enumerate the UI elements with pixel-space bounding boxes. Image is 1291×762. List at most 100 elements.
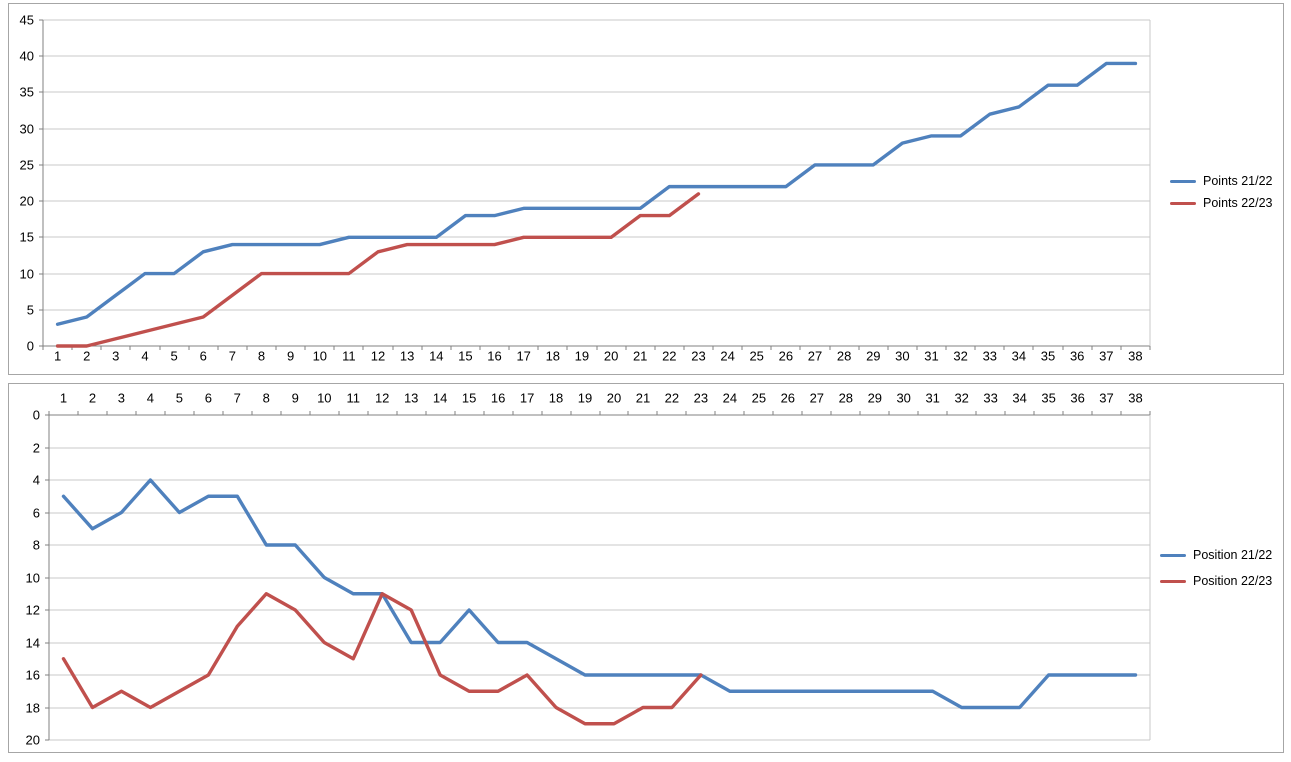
x-axis-label: 23 bbox=[694, 391, 708, 406]
series-line-points-21-22[interactable] bbox=[55, 61, 1138, 326]
series-line-position-22-23[interactable] bbox=[61, 592, 703, 726]
x-axis-label: 13 bbox=[400, 349, 414, 364]
x-axis-label: 27 bbox=[810, 391, 824, 406]
legend-swatch-line bbox=[1170, 201, 1196, 205]
y-axis-label: 2 bbox=[33, 441, 40, 456]
x-axis-label: 1 bbox=[54, 349, 61, 364]
x-axis-label: 10 bbox=[313, 349, 327, 364]
position-chart-panel[interactable]: 0 2 4 6 8 10 12 14 16 18 20 1 2 3 4 5 6 7 8 9 10 11 12 13 14 15 16… bbox=[8, 383, 1284, 753]
x-axis-label: 14 bbox=[433, 391, 447, 406]
y-axis-label: 6 bbox=[33, 506, 40, 521]
x-axis-label: 11 bbox=[346, 391, 360, 406]
y-axis-label: 14 bbox=[26, 636, 40, 651]
x-axis-label: 29 bbox=[868, 391, 882, 406]
y-axis-label: 5 bbox=[27, 303, 34, 318]
x-axis-label: 2 bbox=[83, 349, 90, 364]
y-axis-label: 4 bbox=[33, 473, 40, 488]
legend-label: Position 22/23 bbox=[1193, 574, 1273, 588]
x-axis-label: 34 bbox=[1012, 349, 1026, 364]
x-axis-label: 25 bbox=[752, 391, 766, 406]
legend-swatch-line bbox=[1160, 579, 1186, 583]
x-axis-label: 33 bbox=[983, 391, 997, 406]
x-axis-label: 7 bbox=[229, 349, 236, 364]
x-axis-label: 3 bbox=[112, 349, 119, 364]
x-axis-label: 13 bbox=[404, 391, 418, 406]
x-axis-label: 1 bbox=[60, 391, 67, 406]
x-axis-label: 37 bbox=[1099, 391, 1113, 406]
x-axis-label: 7 bbox=[234, 391, 241, 406]
points-chart-legend: Points 21/22 Points 22/23 bbox=[1170, 174, 1273, 218]
x-axis-label: 38 bbox=[1128, 349, 1142, 364]
legend-item-position-22-23[interactable]: Position 22/23 bbox=[1160, 574, 1272, 588]
y-axis-label: 18 bbox=[26, 701, 40, 716]
legend-label: Points 21/22 bbox=[1203, 174, 1273, 188]
x-axis-label: 21 bbox=[633, 349, 647, 364]
x-axis-label: 17 bbox=[520, 391, 534, 406]
x-axis-label: 31 bbox=[924, 349, 938, 364]
x-axis-label: 35 bbox=[1041, 349, 1055, 364]
x-axis-label: 36 bbox=[1070, 349, 1084, 364]
x-axis-label: 28 bbox=[839, 391, 853, 406]
x-axis-label: 16 bbox=[491, 391, 505, 406]
x-axis-label: 24 bbox=[723, 391, 737, 406]
x-axis-label: 22 bbox=[662, 349, 676, 364]
x-axis-label: 8 bbox=[258, 349, 265, 364]
x-axis-label: 19 bbox=[575, 349, 589, 364]
x-axis-label: 15 bbox=[462, 391, 476, 406]
x-axis-label: 25 bbox=[749, 349, 763, 364]
x-axis-label: 12 bbox=[375, 391, 389, 406]
x-axis-label: 36 bbox=[1070, 391, 1084, 406]
y-axis-label: 25 bbox=[20, 158, 34, 173]
y-axis-label: 45 bbox=[20, 13, 34, 28]
x-axis-label: 20 bbox=[604, 349, 618, 364]
x-axis-label: 29 bbox=[866, 349, 880, 364]
series-line-position-21-22[interactable] bbox=[61, 478, 1138, 710]
y-axis-label: 35 bbox=[20, 85, 34, 100]
x-axis-label: 24 bbox=[720, 349, 734, 364]
x-axis-label: 18 bbox=[546, 349, 560, 364]
legend-item-points-22-23[interactable]: Points 22/23 bbox=[1170, 196, 1273, 210]
x-axis-label: 26 bbox=[779, 349, 793, 364]
x-axis-label: 21 bbox=[636, 391, 650, 406]
y-axis-label: 12 bbox=[26, 603, 40, 618]
x-axis-label: 35 bbox=[1041, 391, 1055, 406]
y-axis-label: 10 bbox=[26, 571, 40, 586]
x-axis-label: 12 bbox=[371, 349, 385, 364]
x-axis-label: 28 bbox=[837, 349, 851, 364]
x-axis-label: 14 bbox=[429, 349, 443, 364]
legend-item-points-21-22[interactable]: Points 21/22 bbox=[1170, 174, 1273, 188]
series-line-points-22-23[interactable] bbox=[55, 192, 701, 348]
x-axis-label: 9 bbox=[287, 349, 294, 364]
x-axis-label: 15 bbox=[458, 349, 472, 364]
y-axis-label: 20 bbox=[20, 194, 34, 209]
x-axis-label: 6 bbox=[200, 349, 207, 364]
y-axis-label: 0 bbox=[33, 408, 40, 423]
y-axis-label: 8 bbox=[33, 538, 40, 553]
x-axis-label: 5 bbox=[170, 349, 177, 364]
x-axis-label: 17 bbox=[516, 349, 530, 364]
x-axis-label: 31 bbox=[925, 391, 939, 406]
x-axis-label: 22 bbox=[665, 391, 679, 406]
y-axis-label: 16 bbox=[26, 668, 40, 683]
x-axis-label: 30 bbox=[896, 391, 910, 406]
x-axis-label: 23 bbox=[691, 349, 705, 364]
x-axis-label: 38 bbox=[1128, 391, 1142, 406]
position-chart-legend: Position 21/22 Position 22/23 bbox=[1160, 548, 1272, 600]
x-axis-label: 33 bbox=[983, 349, 997, 364]
x-axis-label: 27 bbox=[808, 349, 822, 364]
points-chart-panel[interactable]: 0 5 10 15 20 25 30 35 40 45 1 2 3 4 5 6 7 8 9 10 11 12 13 14 15 1… bbox=[8, 3, 1284, 375]
y-axis-label: 10 bbox=[20, 267, 34, 282]
legend-item-position-21-22[interactable]: Position 21/22 bbox=[1160, 548, 1272, 562]
y-axis-label: 30 bbox=[20, 122, 34, 137]
x-axis-label: 9 bbox=[292, 391, 299, 406]
x-axis-label: 11 bbox=[342, 349, 356, 364]
y-axis-label: 15 bbox=[20, 230, 34, 245]
x-axis-label: 30 bbox=[895, 349, 909, 364]
x-axis-label: 26 bbox=[781, 391, 795, 406]
x-axis-label: 37 bbox=[1099, 349, 1113, 364]
legend-swatch-line bbox=[1160, 553, 1186, 557]
x-axis-label: 6 bbox=[205, 391, 212, 406]
